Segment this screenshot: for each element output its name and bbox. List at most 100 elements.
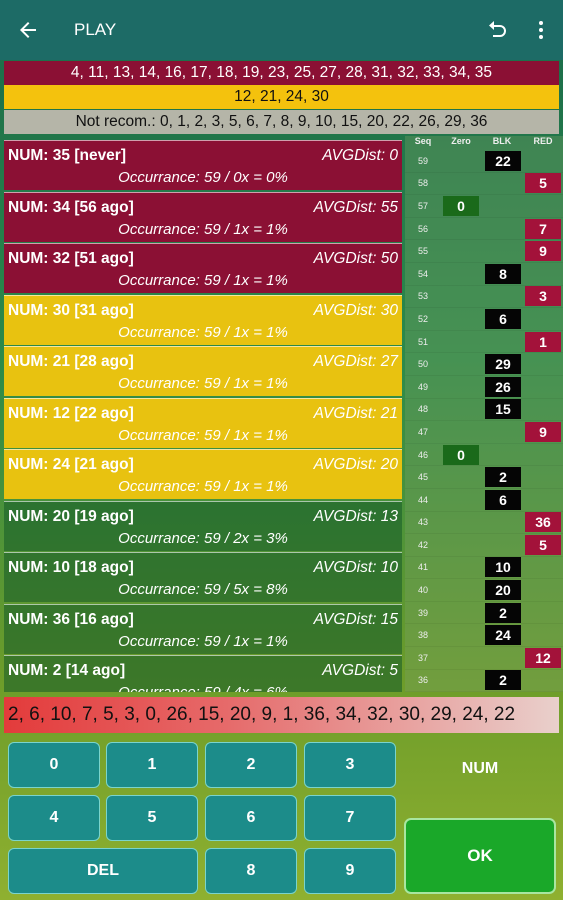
seq-number: 46	[417, 449, 428, 460]
seq-number: 57	[417, 200, 428, 211]
key-6[interactable]: 6	[205, 795, 297, 841]
number-label: NUM: 21 [28 ago]	[8, 353, 134, 370]
spin-history-table[interactable]: Seq Zero BLK RED 59 22 58 5 57 0 56 7 55 9 54 8 53 3 5…	[405, 136, 563, 692]
history-row: 39 2	[405, 602, 563, 625]
sequence-bar: 2, 6, 10, 7, 5, 3, 0, 26, 15, 20, 9, 1, …	[4, 697, 559, 733]
key-0[interactable]: 0	[8, 742, 100, 788]
history-row: 44 6	[405, 489, 563, 512]
number-label: NUM: 36 [16 ago]	[8, 610, 134, 628]
occurrence-label: Occurrance: 59 / 0x = 0%	[118, 169, 288, 186]
recommended-yellow-band: 12, 21, 24, 30	[4, 85, 559, 109]
number-stat-card[interactable]: NUM: 36 [16 ago] AVGDist: 15 Occurrance: 5…	[4, 603, 402, 654]
arrow-left-icon[interactable]	[0, 0, 56, 60]
history-row: 54 8	[405, 263, 563, 286]
avg-distance: AVGDist: 30	[313, 301, 398, 319]
history-row: 49 26	[405, 376, 563, 399]
delete-button[interactable]: DEL	[8, 848, 198, 894]
seq-number: 58	[417, 178, 428, 189]
zero-cell: 0	[443, 444, 479, 465]
seq-number: 50	[417, 359, 428, 370]
history-row: 43 36	[405, 512, 563, 535]
key-1[interactable]: 1	[106, 742, 198, 788]
seq-number: 36	[417, 675, 428, 686]
number-label: NUM: 20 [19 ago]	[8, 507, 134, 525]
card-header: NUM: 21 [28 ago] AVGDist: 27	[8, 351, 398, 373]
number-stat-card[interactable]: NUM: 30 [31 ago] AVGDist: 30 Occurrance: 5…	[4, 294, 402, 345]
history-row: 46 0	[405, 444, 563, 467]
red-slot: 5	[523, 173, 563, 194]
number-label: NUM: 35 [never]	[8, 147, 126, 164]
avg-distance: AVGDist: 50	[313, 250, 398, 267]
card-header: NUM: 10 [18 ago] AVGDist: 10	[8, 557, 398, 579]
number-label: NUM: 30 [31 ago]	[8, 301, 134, 319]
red-slot: 9	[523, 241, 563, 262]
undo-icon[interactable]	[475, 0, 519, 60]
red-slot: 3	[523, 286, 563, 307]
key-3[interactable]: 3	[304, 742, 396, 788]
seq-number: 42	[417, 539, 428, 550]
number-stats-list[interactable]: NUM: 35 [never] AVGDist: 0 Occurrance: 59 …	[4, 140, 402, 692]
occurrence-label: Occurrance: 59 / 1x = 1%	[118, 220, 288, 238]
history-header: Seq Zero BLK RED	[405, 136, 563, 150]
black-cell: 6	[485, 308, 521, 329]
card-header: NUM: 20 [19 ago] AVGDist: 13	[8, 506, 398, 528]
history-row: 45 2	[405, 466, 563, 489]
key-5[interactable]: 5	[106, 795, 198, 841]
number-stat-card[interactable]: NUM: 21 [28 ago] AVGDist: 27 Occurrance: 5…	[4, 346, 402, 396]
red-cell: 7	[525, 218, 561, 239]
history-row: 55 9	[405, 240, 563, 263]
black-cell: 8	[485, 263, 521, 284]
avg-distance: AVGDist: 27	[313, 353, 398, 370]
number-stat-card[interactable]: NUM: 2 [14 ago] AVGDist: 5 Occurrance: 59 …	[4, 655, 402, 692]
black-slot: 20	[481, 580, 523, 601]
history-row: 50 29	[405, 353, 563, 376]
number-stat-card[interactable]: NUM: 20 [19 ago] AVGDist: 13 Occurrance: 5…	[4, 500, 402, 551]
black-cell: 29	[485, 354, 521, 375]
recommended-red-band: 4, 11, 13, 14, 16, 17, 18, 19, 23, 25, 2…	[4, 61, 559, 85]
key-2[interactable]: 2	[205, 742, 297, 788]
history-row: 53 3	[405, 286, 563, 309]
card-header: NUM: 35 [never] AVGDist: 0	[8, 145, 398, 167]
seq-number: 45	[417, 472, 428, 483]
history-row: 42 5	[405, 534, 563, 557]
black-slot: 6	[481, 489, 523, 510]
key-4[interactable]: 4	[8, 795, 100, 841]
key-8[interactable]: 8	[205, 848, 297, 894]
number-stat-card[interactable]: NUM: 34 [56 ago] AVGDist: 55 Occurrance: 5…	[4, 191, 402, 242]
seq-number: 56	[417, 223, 428, 234]
black-slot: 2	[481, 602, 523, 623]
number-stat-card[interactable]: NUM: 32 [51 ago] AVGDist: 50 Occurrance: 5…	[4, 243, 402, 293]
history-row: 38 24	[405, 624, 563, 648]
number-stat-card[interactable]: NUM: 24 [21 ago] AVGDist: 20 Occurrance: 5…	[4, 449, 402, 499]
zero-header: Zero	[451, 136, 471, 146]
red-slot: 9	[523, 421, 563, 442]
occurrence-label: Occurrance: 59 / 5x = 8%	[118, 581, 288, 598]
history-row: 58 5	[405, 173, 563, 196]
black-slot: 6	[481, 308, 523, 329]
seq-number: 54	[417, 268, 428, 279]
occurrence-label: Occurrance: 59 / 4x = 6%	[8, 682, 398, 692]
avg-distance: AVGDist: 13	[313, 507, 398, 525]
red-slot: 1	[523, 331, 563, 352]
red-cell: 5	[525, 173, 561, 194]
black-cell: 10	[485, 557, 521, 578]
more-vert-icon[interactable]	[519, 0, 563, 60]
card-header: NUM: 12 [22 ago] AVGDist: 21	[8, 403, 398, 425]
number-stat-card[interactable]: NUM: 12 [22 ago] AVGDist: 21 Occurrance: 5…	[4, 397, 402, 448]
occurrence-label: Occurrance: 59 / 1x = 1%	[118, 323, 288, 341]
ok-button[interactable]: OK	[404, 818, 556, 894]
key-7[interactable]: 7	[304, 795, 396, 841]
avg-distance: AVGDist: 55	[313, 198, 398, 216]
seq-number: 55	[417, 246, 428, 257]
red-cell: 36	[525, 512, 561, 533]
history-row: 51 1	[405, 331, 563, 354]
black-cell: 2	[485, 602, 521, 623]
card-header: NUM: 2 [14 ago] AVGDist: 5	[8, 660, 398, 682]
black-slot: 10	[481, 557, 523, 578]
red-cell: 5	[525, 534, 561, 555]
number-stat-card[interactable]: NUM: 35 [never] AVGDist: 0 Occurrance: 59 …	[4, 140, 402, 190]
key-9[interactable]: 9	[304, 848, 396, 894]
black-slot: 22	[481, 150, 523, 171]
number-stat-card[interactable]: NUM: 10 [18 ago] AVGDist: 10 Occurrance: 5…	[4, 552, 402, 602]
occurrence-label: Occurrance: 59 / 2x = 3%	[118, 529, 288, 547]
